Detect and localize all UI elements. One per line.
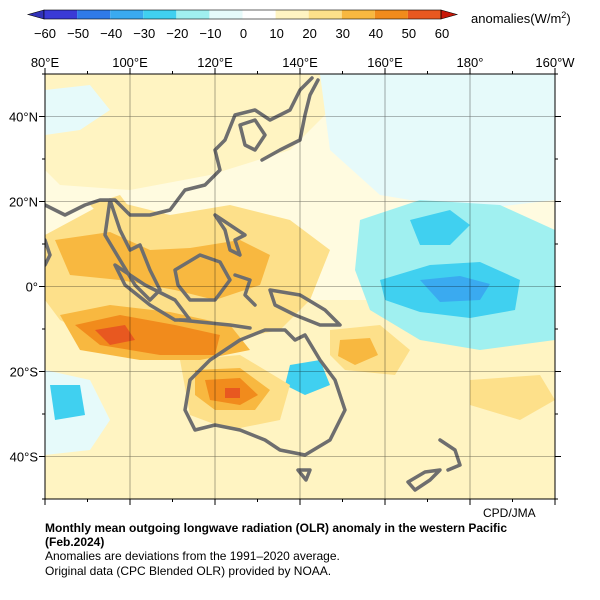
longitude-label: 160°W: [535, 55, 575, 70]
colorbar-unit-label: anomalies(W/m2): [471, 10, 571, 26]
anomaly-region-dark-orange-indian-ocean: [75, 315, 220, 355]
colorbar-frame: [43, 9, 442, 20]
colorbar-tick-label: −50: [67, 26, 89, 41]
coastline-korea: [238, 118, 267, 152]
colorbar-bin: [407, 10, 441, 19]
anomaly-region-positive-north: [45, 74, 330, 190]
latitude-label: 20°S: [10, 365, 39, 380]
longitude-label: 160°E: [367, 55, 403, 70]
anomaly-region-positive-south-pacific: [470, 375, 555, 420]
colorbar: [26, 9, 459, 20]
anomaly-region-core-negative-central-pacific: [420, 276, 490, 302]
colorbar-bin: [176, 10, 210, 19]
latitude-label: 20°N: [9, 195, 38, 210]
colorbar-tick-label: −40: [100, 26, 122, 41]
longitude-labels: 80°E 100°E 120°E 140°E 160°E 180° 160°W: [31, 55, 575, 70]
coastline-philippines: [213, 213, 247, 257]
colorbar-bin: [77, 10, 111, 19]
colorbar-tick-label: −30: [133, 26, 155, 41]
colorbar-tick-label: 0: [240, 26, 247, 41]
coastline-new-guinea: [268, 288, 342, 327]
anomaly-region-near-zero-nw: [45, 85, 110, 135]
caption-title-line1: Monthly mean outgoing longwave radiation…: [45, 521, 508, 535]
coastline-tasmania: [296, 468, 312, 482]
coastline-java: [178, 318, 252, 330]
caption-title-line2: (Feb.2024): [45, 535, 105, 549]
colorbar-bin: [341, 10, 375, 19]
anomaly-region-red-australia: [225, 388, 240, 398]
colorbar-tick-label: 60: [435, 26, 449, 41]
anomaly-region-negative-north-pacific: [410, 210, 470, 245]
coastline-indochina: [103, 198, 162, 302]
longitude-label: 80°E: [31, 55, 60, 70]
colorbar-tick-label: 20: [302, 26, 316, 41]
longitude-label: 120°E: [197, 55, 233, 70]
latitude-label: 40°S: [10, 450, 39, 465]
colorbar-tick-label: 50: [402, 26, 416, 41]
colorbar-bin: [374, 10, 408, 19]
coastline-sulawesi: [233, 273, 257, 307]
anomaly-region-red-indian-ocean: [95, 325, 135, 345]
colorbar-bin: [143, 10, 177, 19]
coastline-new-zealand-south: [406, 468, 442, 492]
colorbar-bin: [110, 10, 144, 19]
anomaly-region-orange-coral: [338, 338, 378, 365]
colorbar-tick-label: −10: [199, 26, 221, 41]
anomaly-region-negative-indian-ocean: [50, 385, 85, 420]
latitude-label: 40°N: [9, 110, 38, 125]
colorbar-under-triangle: [26, 9, 45, 20]
colorbar-bin: [209, 10, 243, 19]
map-panel: [45, 74, 555, 499]
coastline-borneo: [173, 253, 232, 302]
longitude-label: 140°E: [282, 55, 318, 70]
credit-label: CPD/JMA: [483, 506, 536, 520]
colorbar-over-triangle: [440, 9, 459, 20]
caption-line4: Original data (CPC Blended OLR) provided…: [45, 564, 332, 578]
longitude-label: 180°: [457, 55, 484, 70]
caption-line3: Anomalies are deviations from the 1991–2…: [45, 549, 340, 563]
coastline-east-asia: [45, 76, 314, 217]
colorbar-tick-label: −20: [166, 26, 188, 41]
anomaly-region-negative-coral-sea: [285, 360, 330, 395]
colorbar-bin: [275, 10, 309, 19]
coastline-new-zealand-north: [438, 438, 462, 472]
colorbar-tick-label: 40: [369, 26, 383, 41]
latitude-labels: 40°N 20°N 0° 20°S 40°S: [9, 110, 38, 465]
anomaly-region-near-zero-ne: [320, 74, 555, 210]
colorbar-bin: [308, 10, 342, 19]
anomaly-region-orange-sumatra: [55, 232, 270, 300]
colorbar-tick-label: 30: [336, 26, 350, 41]
longitude-label: 100°E: [112, 55, 148, 70]
axis-ticks: [39, 68, 561, 505]
latitude-label: 0°: [26, 280, 38, 295]
map-gridlines: [45, 74, 555, 499]
coastline-india: [45, 238, 52, 267]
colorbar-bin: [242, 10, 276, 19]
colorbar-tick-label: 10: [269, 26, 283, 41]
colorbar-tick-label: −60: [34, 26, 56, 41]
colorbar-tick-labels: −60 −50 −40 −30 −20 −10 0 10 20 30 40 50 60: [34, 26, 449, 41]
colorbar-bin: [44, 10, 78, 19]
coastline-japan: [260, 78, 320, 162]
